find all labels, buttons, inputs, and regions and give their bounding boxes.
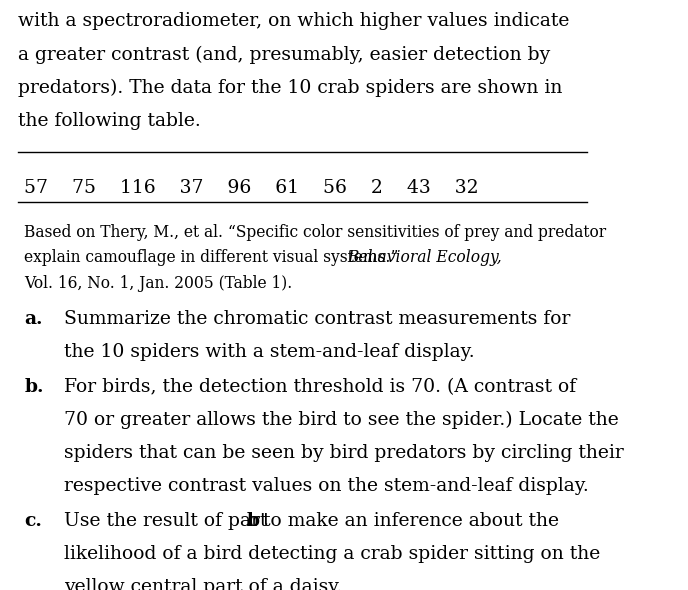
Text: to make an inference about the: to make an inference about the	[257, 512, 559, 530]
Text: 70 or greater allows the bird to see the spider.) Locate the: 70 or greater allows the bird to see the…	[63, 411, 619, 429]
Text: 57    75    116    37    96    61    56    2    43    32: 57 75 116 37 96 61 56 2 43 32	[24, 179, 479, 197]
Text: with a spectroradiometer, on which higher values indicate: with a spectroradiometer, on which highe…	[18, 12, 570, 30]
Text: a.: a.	[24, 310, 43, 328]
Text: Behavioral Ecology,: Behavioral Ecology,	[347, 250, 502, 267]
Text: the following table.: the following table.	[18, 112, 201, 130]
Text: Use the result of part: Use the result of part	[63, 512, 273, 530]
Text: likelihood of a bird detecting a crab spider sitting on the: likelihood of a bird detecting a crab sp…	[63, 545, 600, 563]
Text: For birds, the detection threshold is 70. (A contrast of: For birds, the detection threshold is 70…	[63, 378, 576, 396]
Text: Based on Thery, M., et al. “Specific color sensitivities of prey and predator: Based on Thery, M., et al. “Specific col…	[24, 224, 606, 241]
Text: b.: b.	[24, 378, 44, 396]
Text: explain camouflage in different visual systems.”: explain camouflage in different visual s…	[24, 250, 403, 267]
Text: yellow central part of a daisy.: yellow central part of a daisy.	[63, 578, 342, 590]
Text: the 10 spiders with a stem-and-leaf display.: the 10 spiders with a stem-and-leaf disp…	[63, 343, 474, 361]
Text: Summarize the chromatic contrast measurements for: Summarize the chromatic contrast measure…	[63, 310, 570, 328]
Text: a greater contrast (and, presumably, easier detection by: a greater contrast (and, presumably, eas…	[18, 45, 550, 64]
Text: c.: c.	[24, 512, 42, 530]
Text: Vol. 16, No. 1, Jan. 2005 (Table 1).: Vol. 16, No. 1, Jan. 2005 (Table 1).	[24, 275, 292, 291]
Text: respective contrast values on the stem-and-leaf display.: respective contrast values on the stem-a…	[63, 477, 588, 495]
Text: b: b	[246, 512, 259, 530]
Text: predators). The data for the 10 crab spiders are shown in: predators). The data for the 10 crab spi…	[18, 78, 563, 97]
Text: spiders that can be seen by bird predators by circling their: spiders that can be seen by bird predato…	[63, 444, 623, 462]
